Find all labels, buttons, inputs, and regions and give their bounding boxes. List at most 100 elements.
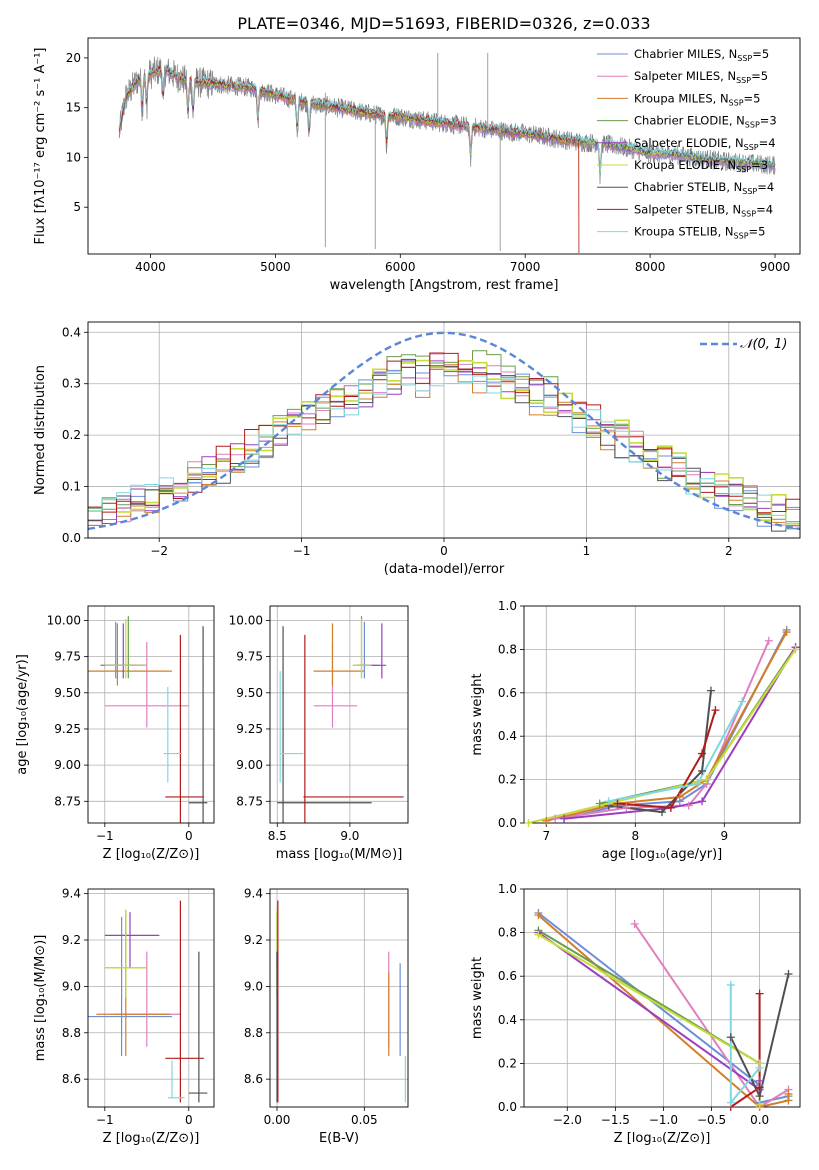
axes-age_vs_mass: 8.5 9.0 8.75 9.00 9.25 9.50 9.75 10.00 mass [log… bbox=[229, 605, 409, 862]
y-tick-label: 9.75 bbox=[54, 650, 81, 664]
mass-weight-marker bbox=[551, 814, 560, 823]
mass-weight-marker bbox=[755, 1092, 764, 1101]
y-tick-label: 10 bbox=[66, 150, 81, 164]
y-tick-label: 15 bbox=[66, 101, 81, 115]
mass-weight-marker bbox=[684, 801, 693, 810]
x-tick-label: 9.0 bbox=[340, 829, 359, 843]
mass-weight-marker bbox=[755, 1063, 764, 1072]
y-tick-label: 9.25 bbox=[236, 722, 263, 736]
x-tick-label: 5000 bbox=[260, 260, 291, 274]
x-tick-label: 4000 bbox=[135, 260, 166, 274]
mass-weight-marker bbox=[560, 814, 569, 823]
axes-age_vs_Z: −1 0 8.75 9.00 9.25 9.50 9.75 10.00 Z [log₁₀(Z/Z… bbox=[15, 605, 215, 862]
y-tick-label: 9.75 bbox=[236, 650, 263, 664]
legend-name: Kroupa STELIB, N bbox=[634, 225, 734, 239]
legend-entry: Chabrier STELIB, NSSP=4 bbox=[634, 180, 774, 196]
y-tick-label: 1.0 bbox=[498, 599, 517, 613]
x-tick-label: −2.0 bbox=[553, 1113, 582, 1127]
x-tick-label: 8.5 bbox=[268, 829, 287, 843]
y-tick-label: 0.4 bbox=[498, 729, 517, 743]
y-tick-label: 0.0 bbox=[498, 816, 517, 830]
x-tick-label: 0 bbox=[185, 1113, 193, 1127]
axes-frame bbox=[87, 605, 215, 824]
y-tick-label: 0.8 bbox=[498, 642, 517, 656]
y-tick-label: 9.00 bbox=[54, 758, 81, 772]
axes-mass_weight_vs_age: 7 8 9 0.0 0.2 0.4 0.6 0.8 1.0 age [log₁₀(age/yr)]… bbox=[470, 599, 801, 862]
histogram-step bbox=[88, 359, 800, 525]
y-axis-label: Normed distribution bbox=[33, 365, 48, 495]
mass-weight-marker bbox=[666, 803, 675, 812]
x-tick-label: 7000 bbox=[510, 260, 541, 274]
legend-sub: SSP bbox=[729, 98, 744, 107]
legend-name: Kroupa ELODIE, N bbox=[634, 158, 736, 172]
legend-suffix: =5 bbox=[752, 47, 769, 61]
mass-weight-marker bbox=[782, 628, 791, 637]
mass-weight-marker bbox=[726, 1098, 735, 1107]
mass-weight-marker bbox=[698, 797, 707, 806]
y-axis-label: age [log₁₀(age/yr)] bbox=[15, 654, 30, 775]
legend-entry: Kroupa STELIB, NSSP=5 bbox=[634, 225, 765, 241]
legend-sub: SSP bbox=[736, 76, 751, 85]
y-tick-label: 20 bbox=[66, 51, 81, 65]
spectrum-model-line bbox=[118, 64, 580, 254]
x-axis-label: wavelength [Angstrom, rest frame] bbox=[330, 278, 559, 293]
y-tick-label: 8.75 bbox=[54, 794, 81, 808]
x-tick-label: 9000 bbox=[760, 260, 791, 274]
mass-weight-marker bbox=[706, 686, 715, 695]
y-axis-label: mass weight bbox=[470, 957, 485, 1039]
mass-weight-marker bbox=[693, 779, 702, 788]
axes-frame bbox=[269, 605, 409, 824]
x-tick-label: 8 bbox=[631, 829, 639, 843]
x-tick-label: 0 bbox=[185, 829, 193, 843]
legend-name: Chabrier ELODIE, N bbox=[634, 114, 745, 128]
mass-weight-marker bbox=[755, 989, 764, 998]
y-tick-label: 0.4 bbox=[498, 1013, 517, 1027]
normal-reference-curve bbox=[88, 331, 800, 531]
mass-weight-marker bbox=[784, 970, 793, 979]
x-axis-label: (data-model)/error bbox=[384, 562, 505, 577]
x-tick-label: 1 bbox=[583, 544, 591, 558]
mass-weight-marker bbox=[698, 766, 707, 775]
y-tick-label: 0.2 bbox=[498, 1056, 517, 1070]
mass-weight-series bbox=[537, 931, 761, 1092]
legend-name: Chabrier STELIB, N bbox=[634, 180, 742, 194]
y-tick-label: 0.8 bbox=[498, 926, 517, 940]
y-tick-label: 0.6 bbox=[498, 969, 517, 983]
mass-weight-marker bbox=[524, 819, 533, 827]
mass-weight-series bbox=[546, 631, 788, 822]
y-tick-label: 0.2 bbox=[62, 428, 81, 442]
x-axis-label: mass [log₁₀(M/M⊙)] bbox=[276, 847, 403, 862]
legend-name: Chabrier MILES, N bbox=[634, 47, 737, 61]
plot-area-spectrum bbox=[118, 52, 776, 254]
y-tick-label: 0.4 bbox=[62, 325, 81, 339]
legend-entry: Chabrier ELODIE, NSSP=3 bbox=[634, 114, 777, 130]
y-tick-label: 0.1 bbox=[62, 480, 81, 494]
y-tick-label: 0.3 bbox=[62, 377, 81, 391]
mass-weight-marker bbox=[791, 645, 800, 654]
spectrum-model-line bbox=[118, 69, 580, 254]
x-tick-label: −1 bbox=[293, 544, 311, 558]
y-tick-label: 8.6 bbox=[62, 1072, 81, 1086]
legend-suffix: =3 bbox=[760, 114, 777, 128]
legend-entry: Salpeter STELIB, NSSP=4 bbox=[634, 202, 773, 218]
plot-area-mass_weight_vs_age bbox=[528, 629, 797, 823]
y-tick-label: 9.25 bbox=[54, 722, 81, 736]
y-tick-label: 1.0 bbox=[498, 882, 517, 896]
x-tick-label: 2 bbox=[725, 544, 733, 558]
y-tick-label: 9.50 bbox=[54, 686, 81, 700]
mass-weight-marker bbox=[613, 799, 622, 808]
y-tick-label: 9.2 bbox=[244, 933, 263, 947]
plot-area-mass_vs_EBV bbox=[276, 900, 406, 1103]
plot-area-mass_vs_Z bbox=[88, 900, 208, 1103]
mass-weight-marker bbox=[675, 792, 684, 801]
mass-weight-marker bbox=[622, 803, 631, 812]
legend-entry: 𝒩(0, 1) bbox=[740, 337, 787, 352]
x-tick-label: 0.0 bbox=[750, 1113, 769, 1127]
x-axis-label: Z [log₁₀(Z/Z⊙)] bbox=[103, 1131, 200, 1146]
mass-weight-marker bbox=[755, 1083, 764, 1092]
legend-sub: SSP bbox=[741, 209, 756, 218]
mass-weight-marker bbox=[726, 980, 735, 989]
mass-weight-marker bbox=[658, 808, 666, 817]
mass-weight-series bbox=[563, 629, 788, 820]
